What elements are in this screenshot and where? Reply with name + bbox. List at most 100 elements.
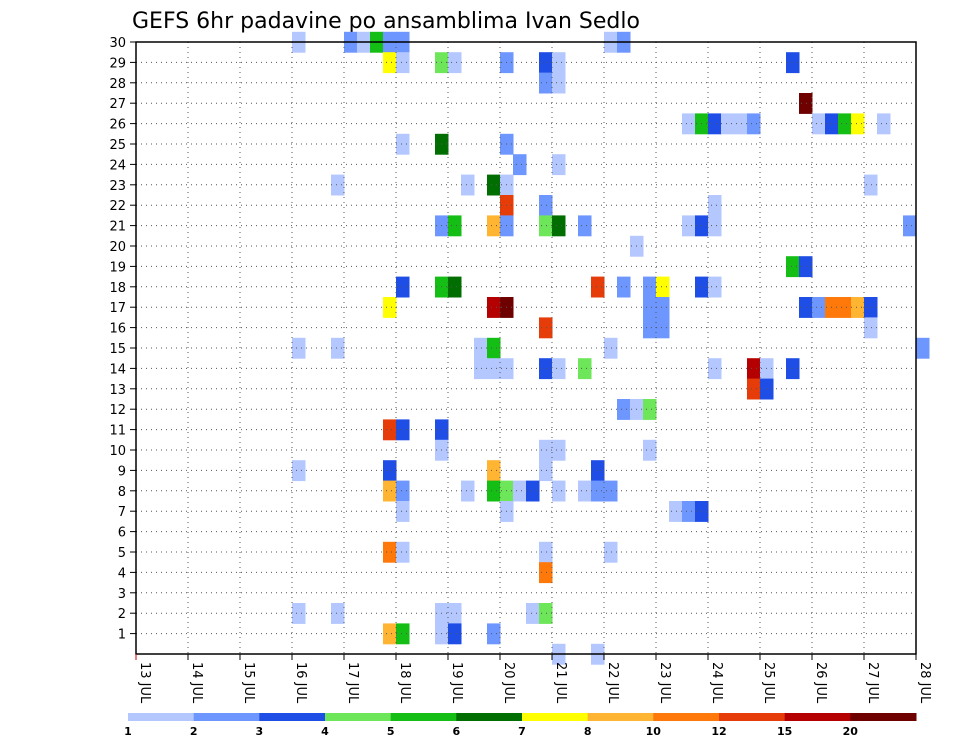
y-tick-label: 8 xyxy=(118,485,126,500)
heatmap-cell xyxy=(799,256,813,278)
heatmap-cell xyxy=(877,113,891,135)
x-tick-label: 21 JUL xyxy=(553,662,568,704)
colorbar-label: 8 xyxy=(584,725,592,738)
y-axis: 1234567891011121314151617181920212223242… xyxy=(109,36,136,643)
heatmap-cell xyxy=(448,276,462,298)
heatmap-cell xyxy=(786,52,800,74)
colorbar-swatch xyxy=(259,713,326,721)
heatmap-cell xyxy=(708,195,722,216)
heatmap-cell xyxy=(682,215,696,237)
y-tick-label: 29 xyxy=(109,56,126,71)
colorbar-swatch xyxy=(325,713,392,721)
colorbar-label: 12 xyxy=(711,725,726,738)
heatmap-cell xyxy=(591,276,605,298)
heatmap-cell xyxy=(708,358,722,380)
y-tick-label: 24 xyxy=(109,158,126,173)
heatmap-cell xyxy=(539,195,553,216)
heatmap-cell xyxy=(331,174,345,196)
heatmap-cell xyxy=(864,174,878,196)
heatmap-cell xyxy=(682,113,696,135)
heatmap-cell xyxy=(903,215,917,237)
heatmap-cell xyxy=(487,215,501,237)
x-tick-label: 18 JUL xyxy=(397,662,412,704)
heatmap-cell xyxy=(396,52,410,74)
heatmap-cell xyxy=(812,113,826,135)
heatmap-cell xyxy=(812,297,826,318)
heatmap-cell xyxy=(552,52,566,74)
heatmap-cell xyxy=(526,480,540,502)
colorbar-label: 1 xyxy=(124,725,132,738)
colorbar-swatch xyxy=(193,713,260,721)
x-tick-label: 13 JUL xyxy=(137,662,152,704)
heatmap-cell xyxy=(552,358,566,380)
heatmap-cell xyxy=(383,460,397,482)
heatmap-cell xyxy=(656,276,670,298)
y-tick-label: 2 xyxy=(118,607,126,622)
y-tick-label: 4 xyxy=(118,566,126,581)
heatmap-cell xyxy=(604,541,618,563)
heatmap-cell xyxy=(383,52,397,74)
heatmap-cell xyxy=(799,93,813,114)
heatmap-cell xyxy=(838,113,852,135)
y-tick-label: 5 xyxy=(118,546,126,561)
heatmap-cell xyxy=(708,276,722,298)
x-tick-label: 22 JUL xyxy=(605,662,620,704)
colorbar-swatch xyxy=(587,713,654,721)
y-tick-label: 14 xyxy=(109,362,126,377)
x-tick-label: 14 JUL xyxy=(189,662,204,704)
heatmap-cell xyxy=(448,603,462,624)
heatmap-cell xyxy=(578,480,592,502)
heatmap-cell xyxy=(747,113,761,135)
heatmap-cell xyxy=(292,603,306,624)
heatmap-cell xyxy=(539,72,553,94)
y-tick-label: 17 xyxy=(109,301,126,316)
heatmap-cell xyxy=(682,501,696,522)
heatmap-cell xyxy=(539,603,553,624)
x-axis: 13 JUL 14 JUL 15 JUL 16 JUL 17 JUL 18 JUL 19 J… xyxy=(135,654,932,704)
heatmap-cell xyxy=(487,297,501,318)
x-tick-label: 26 JUL xyxy=(813,662,828,704)
y-tick-label: 21 xyxy=(109,220,126,235)
colorbar-swatch xyxy=(390,713,457,721)
colorbar-label: 15 xyxy=(777,725,792,738)
heatmap-cell xyxy=(864,317,878,339)
heatmap-cell xyxy=(448,215,462,237)
heatmap-cell xyxy=(552,480,566,502)
colorbar-label: 3 xyxy=(255,725,263,738)
heatmap-cell xyxy=(383,480,397,502)
heatmap-cell xyxy=(461,480,475,502)
heatmap-cell xyxy=(591,460,605,482)
colorbar-swatch xyxy=(719,713,786,721)
heatmap-cell xyxy=(487,480,501,502)
y-tick-label: 16 xyxy=(109,322,126,337)
heatmap-cell xyxy=(838,297,852,318)
heatmap-cell xyxy=(539,215,553,237)
heatmap-cell xyxy=(539,358,553,380)
heatmap-cells xyxy=(292,31,930,665)
heatmap-cell xyxy=(539,460,553,482)
y-tick-label: 12 xyxy=(109,403,126,418)
heatmap-cell xyxy=(656,317,670,339)
heatmap-cell xyxy=(747,358,761,380)
heatmap-cell xyxy=(708,113,722,135)
y-tick-label: 10 xyxy=(109,444,126,459)
heatmap-cell xyxy=(643,317,657,339)
y-tick-label: 23 xyxy=(109,179,126,194)
heatmap-cell xyxy=(487,174,501,196)
heatmap-cell xyxy=(526,603,540,624)
colorbar-label: 2 xyxy=(190,725,198,738)
heatmap-cell xyxy=(552,215,566,237)
heatmap-cell xyxy=(292,337,306,359)
y-tick-label: 3 xyxy=(118,587,126,602)
heatmap-cell xyxy=(617,276,631,298)
heatmap-cell xyxy=(552,154,566,176)
heatmap-cell xyxy=(656,297,670,318)
y-tick-label: 28 xyxy=(109,77,126,92)
heatmap-cell xyxy=(539,439,553,461)
y-tick-label: 26 xyxy=(109,118,126,133)
heatmap-cell xyxy=(747,378,761,400)
y-tick-label: 9 xyxy=(118,464,126,479)
heatmap-cell xyxy=(487,358,501,380)
heatmap-cell xyxy=(552,72,566,94)
heatmap-cell xyxy=(552,439,566,461)
